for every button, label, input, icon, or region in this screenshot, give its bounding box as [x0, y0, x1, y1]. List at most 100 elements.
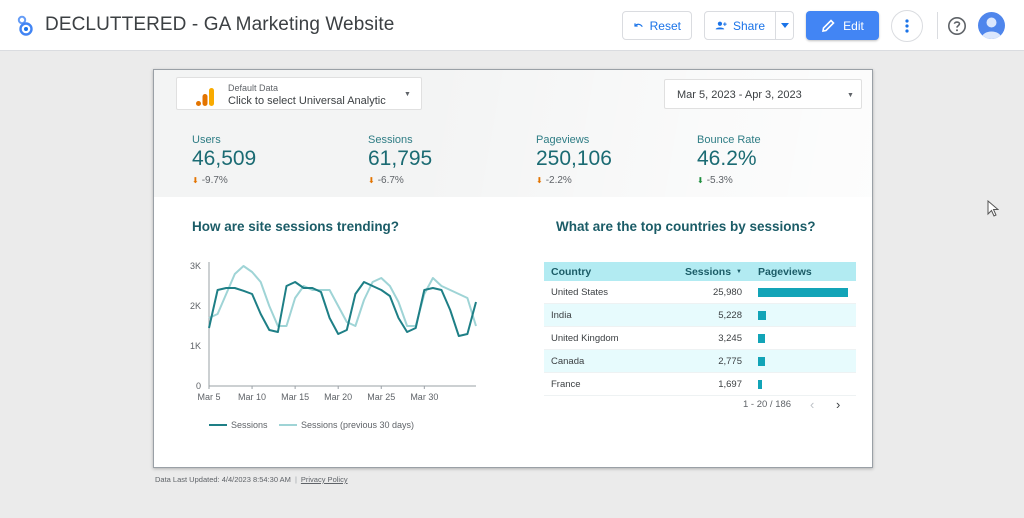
kpi-delta-value: -9.7% [201, 175, 228, 186]
share-button[interactable]: Share [704, 11, 776, 40]
scorecard-sessions: Sessions 61,795 ⬇ -6.7% [368, 134, 432, 186]
legend-label-sessions: Sessions [231, 420, 268, 430]
column-header-sessions-label: Sessions [684, 265, 732, 278]
scorecard-header-band [154, 70, 872, 197]
kpi-value: 250,106 [536, 147, 612, 170]
x-tick-label: Mar 5 [197, 392, 220, 402]
scorecard-pageviews: Pageviews 250,106 ⬇ -2.2% [536, 134, 612, 186]
data-source-value: Click to select Universal Analytic [228, 95, 386, 107]
scorecard-bounce-rate: Bounce Rate 46.2% ⬇ -5.3% [697, 134, 761, 186]
looker-studio-logo-icon[interactable] [15, 14, 35, 38]
cell-sessions: 5,228 [718, 309, 742, 321]
x-tick-label: Mar 10 [238, 392, 266, 402]
cell-country: United States [551, 286, 609, 298]
cell-sessions: 2,775 [718, 355, 742, 367]
pencil-icon [822, 18, 835, 32]
more-options-button[interactable] [891, 10, 923, 42]
cell-sessions: 1,697 [718, 378, 742, 390]
table-body: United States 25,980 India 5,228 United King… [544, 281, 856, 396]
arrow-down-icon: ⬇ [368, 176, 375, 185]
pageviews-bar [758, 333, 765, 343]
caret-down-icon [780, 23, 789, 28]
kpi-delta: ⬇ -9.7% [192, 175, 256, 186]
cell-pageviews [750, 373, 856, 396]
x-tick-label: Mar 25 [367, 392, 395, 402]
cell-pageviews [750, 350, 856, 373]
edit-label: Edit [843, 18, 864, 33]
kpi-label: Bounce Rate [697, 134, 761, 146]
kpi-delta: ⬇ -6.7% [368, 175, 432, 186]
cell-country: France [551, 378, 581, 390]
table-row[interactable]: France 1,697 [544, 373, 856, 396]
privacy-policy-link[interactable]: Privacy Policy [300, 475, 348, 484]
reset-label: Reset [649, 18, 681, 33]
y-tick-label: 3K [190, 261, 201, 271]
edit-button[interactable]: Edit [806, 11, 879, 40]
cell-sessions: 3,245 [718, 332, 742, 344]
mouse-pointer-icon [987, 200, 999, 217]
table-row[interactable]: United Kingdom 3,245 [544, 327, 856, 350]
y-tick-label: 1K [190, 341, 201, 351]
table-row[interactable]: Canada 2,775 [544, 350, 856, 373]
vertical-dots-icon [905, 19, 909, 33]
cell-country: United Kingdom [551, 332, 619, 344]
series-line-sessions [208, 281, 477, 337]
share-label: Share [732, 18, 765, 33]
kpi-delta: ⬇ -2.2% [536, 175, 612, 186]
caret-down-icon: ▼ [404, 91, 411, 98]
report-canvas: Default Data Click to select Universal A… [153, 69, 873, 468]
kpi-label: Sessions [368, 134, 413, 146]
kpi-value: 61,795 [368, 147, 433, 170]
x-tick-label: Mar 15 [281, 392, 309, 402]
table-row[interactable]: United States 25,980 [544, 281, 856, 304]
x-tick-label: Mar 30 [410, 392, 438, 402]
cell-pageviews [750, 281, 856, 304]
help-circle-icon[interactable] [947, 16, 967, 36]
user-avatar-icon[interactable] [978, 12, 1005, 39]
x-tick-label: Mar 20 [324, 392, 352, 402]
column-header-pageviews[interactable]: Pageviews [758, 265, 812, 278]
pageviews-bar [758, 356, 765, 366]
previous-page-icon[interactable]: ‹ [810, 397, 815, 412]
kpi-value: 46.2% [697, 147, 757, 170]
pageviews-bar [758, 310, 766, 320]
date-range-value: Mar 5, 2023 - Apr 3, 2023 [677, 89, 802, 101]
legend-label-previous: Sessions (previous 30 days) [301, 420, 414, 430]
toolbar-divider [937, 12, 938, 39]
share-menu-dropdown[interactable] [776, 11, 794, 40]
top-app-bar: DECLUTTERED - GA Marketing Website Reset… [0, 0, 1024, 51]
pageviews-bar [758, 287, 848, 297]
kpi-delta: ⬇ -5.3% [697, 175, 761, 186]
table-row[interactable]: India 5,228 [544, 304, 856, 327]
next-page-icon[interactable]: › [836, 397, 841, 412]
data-source-selector[interactable]: Default Data Click to select Universal A… [176, 77, 422, 110]
kpi-label: Pageviews [536, 134, 590, 146]
pageviews-bar [758, 379, 762, 389]
data-source-caption: Default Data [228, 83, 279, 93]
cell-sessions: 25,980 [712, 286, 742, 298]
arrow-down-icon: ⬇ [536, 176, 543, 185]
scorecard-users: Users 46,509 ⬇ -9.7% [192, 134, 256, 186]
countries-table-title: What are the top countries by sessions? [556, 219, 816, 234]
y-tick-label: 2K [190, 301, 201, 311]
report-footer: Data Last Updated: 4/4/2023 8:54:30 AM | P… [155, 475, 348, 484]
sort-descending-icon: ▼ [736, 268, 742, 275]
analytics-bars-icon [196, 88, 214, 106]
sessions-line-chart[interactable]: 0 1K 2K 3K Mar 5 Mar 10 Mar 15 Mar 20 Mar 25 Mar … [174, 256, 494, 446]
report-title[interactable]: DECLUTTERED - GA Marketing Website [45, 14, 395, 35]
countries-table: Country Sessions ▼ Pageviews United Stat… [544, 262, 856, 396]
reset-button[interactable]: Reset [622, 11, 692, 40]
cell-country: India [551, 309, 572, 321]
kpi-value: 46,509 [192, 147, 257, 170]
column-header-country[interactable]: Country [551, 265, 592, 278]
column-header-sessions[interactable]: Sessions ▼ [672, 266, 750, 278]
kpi-delta-value: -6.7% [377, 175, 404, 186]
arrow-down-icon: ⬇ [192, 176, 199, 185]
series-line-previous [208, 265, 477, 327]
add-person-icon [715, 21, 727, 30]
table-header: Country Sessions ▼ Pageviews [544, 262, 856, 281]
date-range-selector[interactable]: Mar 5, 2023 - Apr 3, 2023 ▼ [664, 79, 862, 109]
trend-chart-title: How are site sessions trending? [192, 219, 400, 234]
kpi-delta-value: -2.2% [545, 175, 572, 186]
caret-down-icon: ▼ [847, 92, 854, 99]
